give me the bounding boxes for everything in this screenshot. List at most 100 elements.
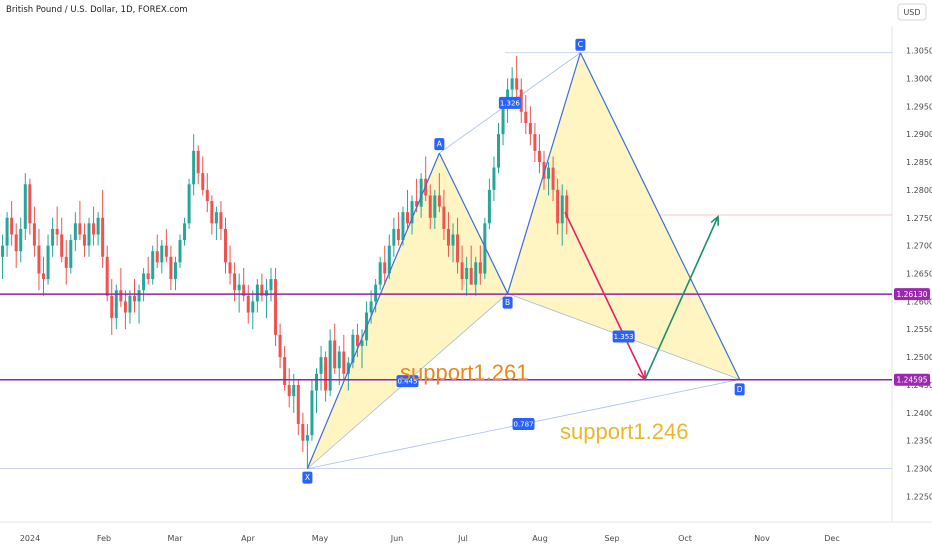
point-label-c: C	[578, 40, 583, 49]
price-tick-label: 1.28000	[906, 186, 932, 195]
candle-body	[201, 173, 205, 190]
candle-body	[374, 284, 378, 302]
point-label-b: B	[505, 298, 510, 307]
candle-body	[437, 195, 441, 207]
currency-selector[interactable]	[897, 3, 927, 21]
candle-body	[537, 150, 541, 163]
candle-body	[319, 357, 323, 374]
candle-body	[419, 178, 423, 207]
time-tick-label: Mar	[167, 534, 183, 543]
candle-body	[187, 184, 191, 224]
time-axis[interactable]: 2024 Feb Mar Apr May Jun Jul Aug Sep Oct Nov Dec	[20, 534, 840, 543]
candle-body	[28, 184, 32, 224]
candle-body	[183, 223, 187, 241]
candle-body	[346, 362, 350, 374]
candle-body	[114, 290, 118, 319]
candle-body	[23, 184, 27, 229]
time-tick-label: Sep	[604, 534, 619, 543]
candle-body	[515, 78, 519, 90]
candle-body	[274, 279, 278, 335]
candle-body	[233, 273, 237, 291]
time-tick-label: Aug	[532, 534, 548, 543]
candle-body	[337, 351, 341, 369]
price-tick-label: 1.26500	[906, 270, 932, 279]
candle-body	[460, 262, 464, 280]
ratio-label-bg	[498, 96, 521, 109]
time-tick-label: 2024	[20, 534, 40, 543]
candle-body	[369, 301, 373, 313]
candle-body	[169, 256, 173, 280]
candle-body	[355, 334, 359, 346]
candle-body	[246, 295, 250, 313]
candle-body	[1, 245, 5, 257]
candle-body	[456, 234, 460, 263]
candle-body	[210, 201, 214, 224]
candle-body	[264, 290, 268, 296]
candle-body	[251, 301, 255, 313]
candle-body	[55, 228, 59, 235]
support-price-tag	[894, 288, 930, 301]
candle-body	[387, 245, 391, 274]
candle-body	[228, 262, 232, 274]
candle-body	[305, 435, 309, 441]
chart-title: British Pound / U.S. Dollar, 1D, FOREX.c…	[6, 5, 188, 15]
time-tick-label: May	[312, 534, 329, 543]
candle-body	[278, 334, 282, 358]
candle-body	[151, 251, 155, 280]
candle-body	[551, 167, 555, 190]
leg-xa	[306, 152, 440, 469]
candle-body	[483, 223, 487, 274]
up-arrow-head	[710, 214, 720, 226]
candle-body	[37, 245, 41, 274]
point-label-b-bg	[502, 296, 513, 309]
time-tick-label: Nov	[754, 534, 770, 543]
time-tick-label: Jul	[457, 534, 468, 543]
candle-body	[119, 290, 123, 302]
point-label-x-bg	[302, 471, 313, 484]
ratio-label: 1.326	[500, 99, 521, 107]
price-tick-label: 1.23000	[906, 465, 932, 474]
candle-body	[164, 245, 168, 257]
candle-body	[524, 111, 528, 123]
candle-body	[255, 284, 259, 302]
candle-body	[87, 223, 91, 246]
candle-body	[442, 206, 446, 229]
candle-body	[401, 212, 405, 241]
price-tick-label: 1.27000	[906, 242, 932, 251]
candle-body	[446, 228, 450, 246]
candle-body	[51, 228, 55, 246]
candle-body	[105, 256, 109, 296]
candle-body	[324, 357, 328, 391]
price-tick-label: 1.22500	[906, 492, 932, 501]
candle-body	[560, 195, 564, 224]
candle-body	[378, 262, 382, 285]
candle-body	[10, 217, 14, 235]
candle-body	[73, 223, 77, 241]
candle-body	[556, 189, 560, 224]
candle-body	[469, 267, 473, 285]
candle-body	[465, 267, 469, 280]
point-label-x: X	[305, 473, 310, 482]
candle-body	[519, 89, 523, 112]
ratio-label-bg	[612, 330, 635, 343]
support-annotation-2: support1.246	[560, 419, 688, 444]
price-tick-label: 1.30000	[906, 74, 932, 83]
price-axis[interactable]: 1.30500 1.30000 1.29500 1.29000 1.28500 1.280…	[906, 47, 932, 502]
candle-body	[64, 256, 68, 268]
candle-body	[333, 340, 337, 369]
price-tick-label: 1.25000	[906, 353, 932, 362]
candle-body	[160, 245, 164, 263]
candle-body	[528, 122, 532, 135]
ratio-label-bg	[512, 418, 535, 431]
candle-body	[224, 228, 227, 263]
candle-body	[96, 217, 100, 235]
time-tick-label: Feb	[97, 534, 111, 543]
candle-body	[415, 201, 419, 207]
up-arrow	[644, 214, 720, 380]
price-tick-label: 1.28500	[906, 158, 932, 167]
support-price-tag	[894, 373, 930, 386]
candle-body	[32, 223, 36, 246]
candle-body	[492, 167, 496, 190]
candle-body	[428, 195, 432, 218]
